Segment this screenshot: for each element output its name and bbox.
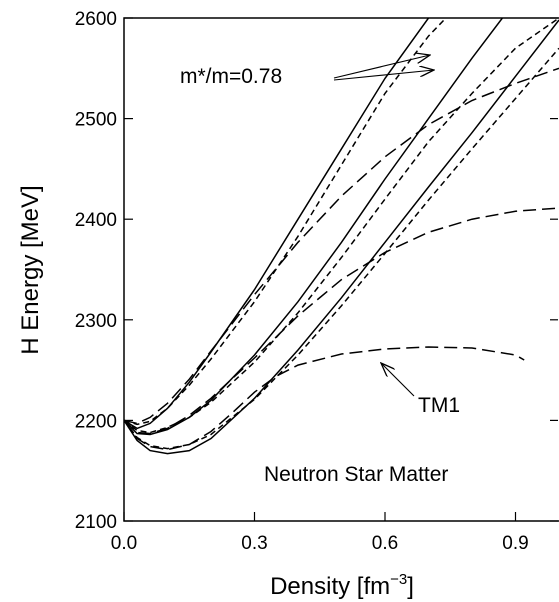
long-dash-curve-9 [124, 346, 525, 451]
long-dash-curve-7 [124, 67, 559, 425]
x-tick-label: 0.6 [372, 533, 398, 554]
solid-curve-2 [124, 18, 503, 436]
long-dash-curve-8 [124, 207, 559, 435]
solid-curve-3 [124, 19, 559, 455]
tm1-arrow [381, 363, 415, 397]
neutron-star-matter-label: Neutron Star Matter [264, 463, 448, 486]
x-axis-title-end: ] [407, 573, 414, 600]
mstar-arrow-2 [333, 70, 434, 81]
x-tick-label: 0.0 [111, 533, 137, 554]
tick-labels: 0.0 0.3 0.6 0.9 2100 2200 2300 2400 2500 2600 [75, 9, 529, 554]
y-tick-label: 2100 [75, 512, 117, 533]
mstar-arrow-1 [333, 55, 430, 79]
tm1-label: TM1 [418, 394, 460, 417]
y-tick-label: 2200 [75, 411, 117, 432]
y-tick-label: 2500 [75, 110, 117, 131]
x-tick-label: 0.3 [241, 533, 267, 554]
plot-frame [123, 17, 559, 522]
x-axis-title: Density [fm−3] [270, 571, 414, 600]
axis-ticks [123, 17, 558, 522]
short-dash-curve-4 [124, 18, 447, 426]
x-tick-label: 0.9 [502, 533, 528, 554]
x-axis-title-exponent: −3 [390, 571, 407, 588]
y-tick-label: 2600 [75, 9, 117, 30]
y-axis-title: H Energy [MeV] [17, 185, 44, 354]
y-tick-label: 2400 [75, 210, 117, 231]
x-axis-title-main: Density [fm [270, 573, 390, 600]
y-tick-label: 2300 [75, 311, 117, 332]
curves-group [124, 18, 559, 455]
annotation-arrows [333, 55, 434, 397]
effective-mass-label: m*/m=0.78 [180, 65, 282, 88]
short-dash-curve-6 [124, 47, 559, 450]
